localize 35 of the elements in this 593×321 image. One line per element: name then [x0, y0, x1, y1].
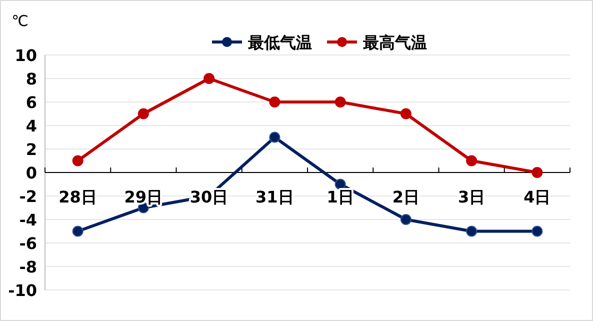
- x-tick-label: 4日: [524, 188, 551, 206]
- x-tick-label: 1日: [326, 188, 354, 206]
- point: [269, 132, 280, 143]
- y-tick-label: 0: [26, 164, 37, 182]
- point: [400, 214, 412, 225]
- point: [269, 96, 280, 108]
- x-tick-label: 31日: [256, 188, 294, 206]
- y-tick-label: -10: [8, 281, 37, 300]
- point: [466, 155, 478, 166]
- y-tick-label: -8: [19, 258, 37, 276]
- y-tick-label: 10: [14, 46, 37, 65]
- point: [72, 155, 84, 166]
- y-tick-label: -2: [19, 187, 37, 206]
- y-tick-label: 6: [26, 93, 37, 112]
- point: [466, 226, 478, 237]
- point: [400, 108, 412, 120]
- x-tick-label: 2日: [392, 188, 420, 206]
- legend-label: 最低气温: [247, 33, 312, 52]
- point: [532, 226, 543, 237]
- point: [72, 226, 84, 237]
- point: [204, 73, 215, 84]
- y-tick-label: -6: [19, 234, 37, 253]
- point: [334, 96, 346, 108]
- point: [334, 178, 346, 190]
- x-tick-label: 3日: [458, 188, 486, 206]
- x-tick-label: 28日: [58, 188, 97, 206]
- y-tick-label: 2: [26, 140, 37, 159]
- legend-label: 最高气温: [362, 33, 427, 52]
- x-tick-label: 29日: [124, 188, 163, 206]
- y-tick-label: 8: [26, 70, 37, 88]
- y-axis-title: ℃: [12, 12, 28, 30]
- point: [138, 108, 149, 120]
- y-tick-label: -4: [19, 210, 37, 230]
- y-tick-label: 4: [26, 116, 37, 136]
- point: [532, 167, 543, 178]
